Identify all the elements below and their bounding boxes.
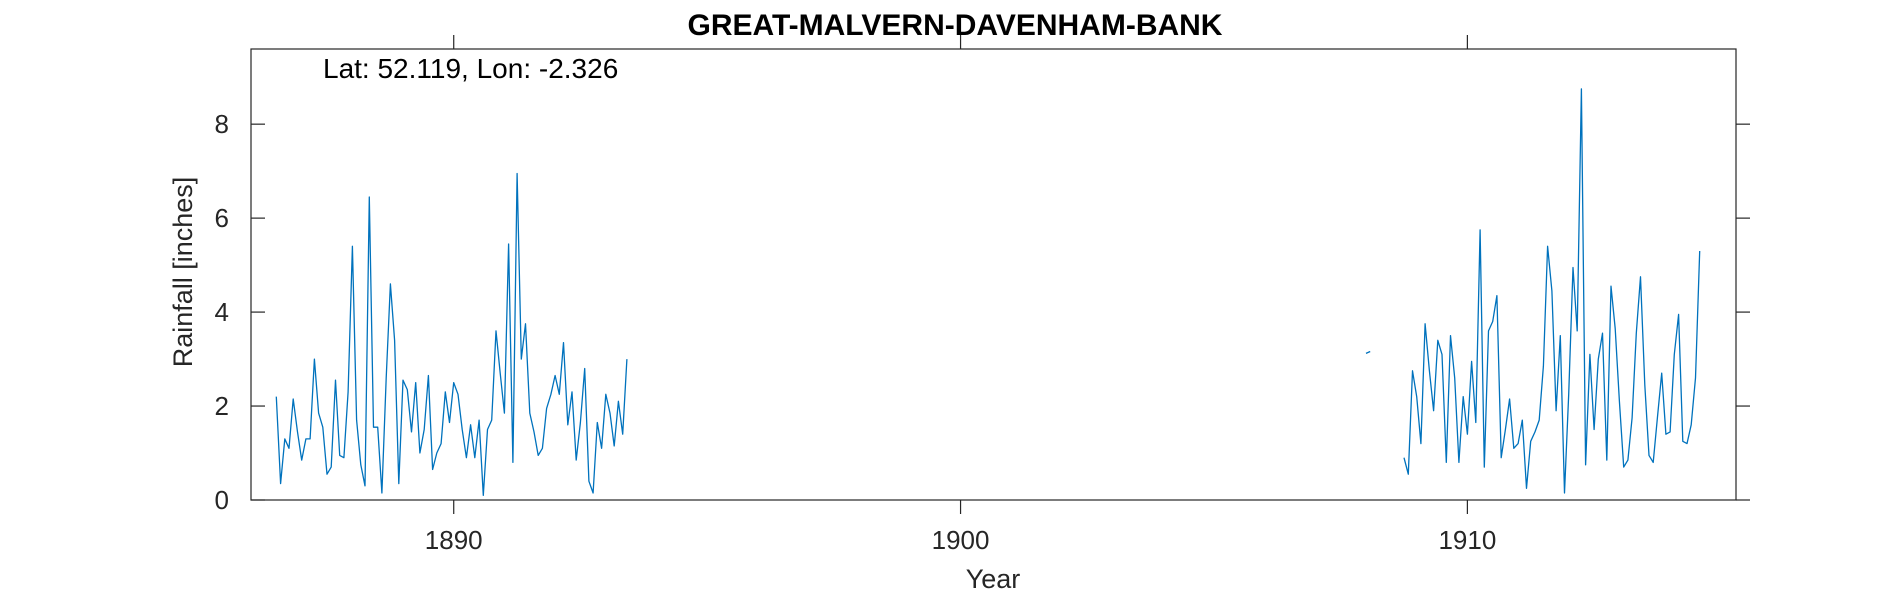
rainfall-series-line	[1365, 350, 1371, 354]
y-tick-label: 0	[215, 485, 229, 515]
x-tick-label: 1890	[425, 525, 483, 555]
rainfall-series-line	[275, 172, 628, 496]
x-tick-label: 1900	[932, 525, 990, 555]
y-tick-label: 6	[215, 203, 229, 233]
y-axis-ticks: 0 2 4 6 8	[215, 109, 1750, 515]
x-tick-label: 1910	[1438, 525, 1496, 555]
y-tick-label: 8	[215, 109, 229, 139]
series-layer	[275, 88, 1701, 496]
rainfall-series-line	[1403, 88, 1701, 494]
y-axis-label: Rainfall [inches]	[168, 177, 198, 368]
x-axis-label: Year	[966, 564, 1021, 591]
location-annotation: Lat: 52.119, Lon: -2.326	[323, 53, 618, 84]
y-tick-label: 2	[215, 391, 229, 421]
chart-title: GREAT-MALVERN-DAVENHAM-BANK	[688, 9, 1223, 42]
y-tick-label: 4	[215, 297, 229, 327]
plot-area	[250, 48, 1737, 501]
x-axis-ticks: 1890 1900 1910	[425, 35, 1496, 555]
